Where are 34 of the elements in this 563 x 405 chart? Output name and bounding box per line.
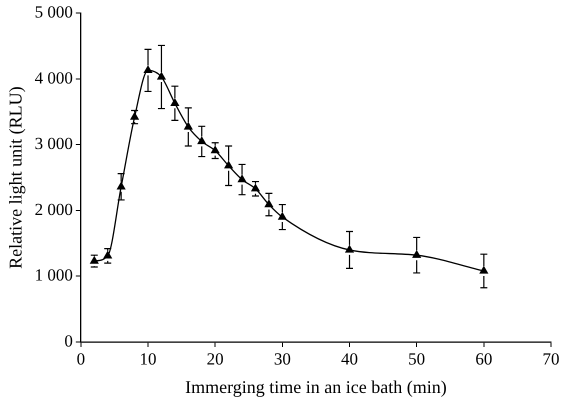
- point: [144, 66, 152, 74]
- y-tick-label: 1 000: [34, 266, 73, 285]
- x-tick-label: 0: [76, 350, 86, 369]
- x-tick-label: 10: [140, 350, 157, 369]
- y-tick-label: 0: [64, 331, 73, 350]
- y-tick-label: 3 000: [34, 134, 73, 154]
- point: [264, 200, 274, 208]
- x-axis-title: Immerging time in an ice bath (min): [185, 376, 447, 397]
- point: [211, 146, 220, 154]
- point: [412, 250, 421, 258]
- point: [170, 98, 179, 106]
- point: [480, 266, 488, 274]
- point: [157, 72, 166, 80]
- point: [345, 245, 354, 253]
- y-tick-label: 5 000: [34, 2, 73, 22]
- point: [104, 251, 112, 259]
- x-tick-label: 20: [206, 350, 224, 369]
- point: [251, 184, 260, 192]
- y-tick-label: 4 000: [34, 68, 73, 88]
- point: [184, 122, 192, 130]
- point: [130, 112, 139, 120]
- point: [224, 161, 233, 168]
- x-tick-label: 30: [274, 350, 291, 369]
- point: [90, 256, 98, 264]
- point: [117, 182, 126, 190]
- x-tick-label: 60: [475, 350, 492, 369]
- point: [198, 136, 206, 144]
- x-tick-label: 40: [341, 350, 358, 369]
- x-tick-label: 50: [408, 350, 426, 369]
- y-tick-label: 2 000: [34, 200, 73, 219]
- x-tick-label: 70: [542, 350, 560, 369]
- point: [238, 174, 246, 182]
- point: [278, 212, 286, 220]
- y-axis-title: Relative light unit (RLU): [6, 86, 26, 269]
